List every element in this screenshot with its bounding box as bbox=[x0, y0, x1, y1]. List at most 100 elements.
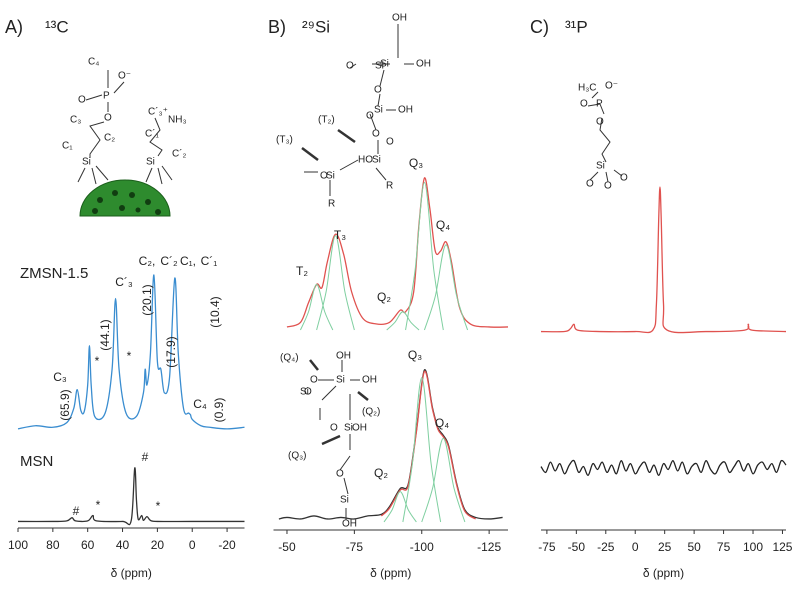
peak-annotation: C´₃ bbox=[115, 275, 133, 289]
structure-label: O bbox=[374, 85, 382, 96]
structure-label: Si bbox=[146, 157, 155, 168]
structure-label: Si bbox=[326, 171, 335, 182]
peak-annotation: * bbox=[96, 498, 101, 512]
peak-annotation: (10.4) bbox=[208, 296, 222, 327]
peak-annotation: C´₁ bbox=[201, 254, 218, 268]
spectrum-line bbox=[540, 186, 787, 334]
structure-label: H₃C bbox=[578, 83, 597, 94]
peak-annotation: * bbox=[95, 354, 100, 368]
x-tick-label: -25 bbox=[597, 540, 615, 554]
x-axis-label: δ (ppm) bbox=[643, 566, 684, 580]
structure-label: OH bbox=[392, 13, 407, 24]
spectrum-line bbox=[421, 437, 466, 523]
spectrum-line bbox=[423, 244, 469, 331]
peak-annotation: Q₃ bbox=[408, 348, 422, 362]
structure-label: (T₂) bbox=[318, 115, 335, 126]
structure-label: O bbox=[320, 171, 328, 182]
structure-label: C₁ bbox=[62, 141, 73, 152]
structure-label: O bbox=[78, 95, 86, 106]
spectrum-line bbox=[286, 177, 509, 328]
panel-label: C) bbox=[530, 17, 549, 37]
structure-label: O bbox=[366, 111, 374, 122]
structure-a bbox=[77, 70, 173, 217]
peak-annotation: C₂, bbox=[139, 254, 156, 268]
panel-label: B) bbox=[268, 17, 286, 37]
peak-annotation: (0.9) bbox=[212, 398, 226, 423]
structure-label: P bbox=[596, 99, 603, 110]
structure-label: C´₂ bbox=[172, 148, 187, 160]
nucleus-title: ²⁹Si bbox=[302, 17, 330, 36]
structure-label: OH bbox=[416, 59, 431, 70]
structure-label: C₄ bbox=[88, 57, 99, 68]
structure-label: P bbox=[103, 91, 110, 102]
x-tick-label: 75 bbox=[717, 540, 731, 554]
structure-b bbox=[301, 24, 414, 196]
x-tick-label: -20 bbox=[218, 538, 236, 552]
structure-label: O⁻ bbox=[118, 71, 131, 82]
structure-b-lower bbox=[309, 359, 369, 520]
x-tick-label: -100 bbox=[410, 540, 434, 554]
x-axis-label: δ (ppm) bbox=[111, 566, 152, 580]
structure-label: Si bbox=[372, 155, 381, 166]
x-tick-label: 100 bbox=[8, 538, 28, 552]
peak-annotation: * bbox=[156, 499, 161, 513]
peak-annotation: (20.1) bbox=[140, 284, 154, 315]
structure-label: O bbox=[580, 99, 588, 110]
x-tick-label: 25 bbox=[658, 540, 672, 554]
spectrum-line bbox=[299, 283, 334, 331]
structure-label: C₃ bbox=[70, 115, 81, 126]
series-name: ZMSN-1.5 bbox=[20, 265, 88, 282]
structure-label: (Q₃) bbox=[288, 451, 307, 462]
peak-annotation: C´₂ bbox=[160, 254, 178, 268]
peak-annotation: T₃ bbox=[334, 228, 346, 242]
structure-label: Si bbox=[336, 375, 345, 386]
structure-label: O bbox=[310, 375, 318, 386]
structure-label: Si bbox=[374, 105, 383, 116]
structure-label: Si bbox=[344, 423, 353, 434]
structure-label: C´₃⁺ bbox=[148, 106, 168, 118]
structure-label: (Q₄) bbox=[280, 353, 299, 364]
x-tick-label: 0 bbox=[632, 540, 639, 554]
peak-annotation: C₄ bbox=[193, 397, 207, 411]
structure-label: O bbox=[586, 179, 594, 190]
spectrum-line bbox=[17, 274, 245, 430]
structure-label: O bbox=[620, 173, 628, 184]
x-tick-label: 100 bbox=[743, 540, 763, 554]
structure-label: OH bbox=[352, 423, 367, 434]
structure-label: O bbox=[372, 129, 380, 140]
structure-label: O bbox=[604, 181, 612, 192]
structure-c bbox=[587, 91, 623, 183]
structure-label: (Q₂) bbox=[362, 407, 380, 418]
structure-label: O bbox=[336, 469, 344, 480]
structure-label: HO bbox=[358, 155, 373, 166]
peak-annotation: Q₂ bbox=[374, 466, 388, 480]
peak-annotation: Q₃ bbox=[409, 156, 423, 170]
x-axis-label: δ (ppm) bbox=[370, 566, 411, 580]
peak-annotation: C₃ bbox=[53, 370, 67, 384]
x-tick-label: 40 bbox=[116, 538, 130, 552]
structure-label: R bbox=[386, 181, 393, 192]
nucleus-title: ³¹P bbox=[565, 17, 588, 36]
structure-label: OH bbox=[336, 351, 351, 362]
structure-label: O bbox=[104, 113, 112, 124]
structure-label: O bbox=[386, 137, 394, 148]
peak-annotation: Q₄ bbox=[436, 218, 450, 232]
structure-label: Si bbox=[300, 387, 309, 398]
peak-annotation: # bbox=[142, 450, 149, 464]
peak-annotation: (65.9) bbox=[58, 389, 72, 420]
x-tick-label: 50 bbox=[687, 540, 701, 554]
peak-annotation: (44.1) bbox=[98, 319, 112, 350]
series-name: MSN bbox=[20, 453, 53, 470]
spectrum-line bbox=[540, 459, 787, 476]
structure-label: O bbox=[346, 61, 354, 72]
peak-annotation: Q₄ bbox=[435, 416, 449, 430]
x-tick-label: 80 bbox=[46, 538, 60, 552]
structure-label: OH bbox=[362, 375, 377, 386]
structure-label: O⁻ bbox=[605, 81, 618, 92]
structure-label: Si bbox=[375, 61, 384, 72]
structure-label: OH bbox=[398, 105, 413, 116]
structure-label: C₂ bbox=[104, 133, 115, 144]
nucleus-title: ¹³C bbox=[45, 17, 69, 36]
x-tick-label: 0 bbox=[189, 538, 196, 552]
x-tick-label: -125 bbox=[477, 540, 501, 554]
